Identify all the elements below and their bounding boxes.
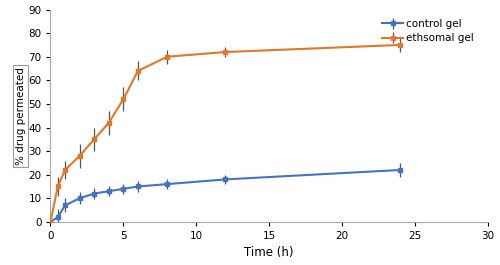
X-axis label: Time (h): Time (h)	[244, 246, 294, 259]
Legend: control gel, ethsomal gel: control gel, ethsomal gel	[382, 19, 474, 43]
Y-axis label: % drug permeated: % drug permeated	[16, 67, 26, 165]
